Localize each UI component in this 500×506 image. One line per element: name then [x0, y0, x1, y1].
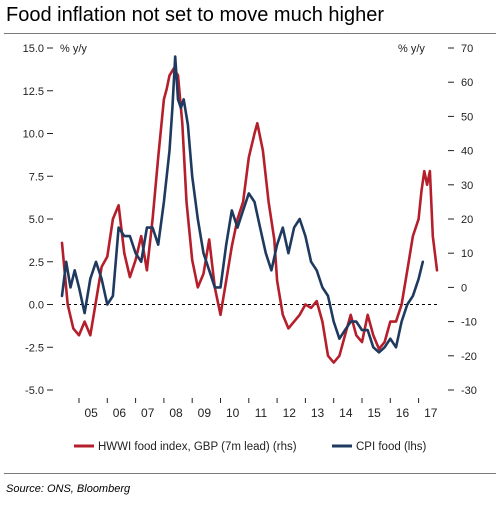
legend: HWWI food index, GBP (7m lead) (rhs) CPI … [74, 441, 426, 453]
left-tick-label: 15.0 [23, 43, 44, 55]
left-tick-label: 5.0 [29, 214, 44, 226]
x-tick-label: 12 [283, 406, 297, 420]
source-divider [4, 473, 496, 474]
x-tick-label: 06 [113, 406, 127, 420]
x-tick-label: 17 [424, 406, 438, 420]
chart-svg: 15.0 12.5 10.0 7.5 5.0 2.5 0.0 -2.5 -5.0 70 60 50 4… [23, 43, 477, 453]
left-axis-label: % y/y [60, 43, 87, 55]
right-tick-label: -20 [461, 351, 477, 363]
series-line-hwwi [60, 67, 439, 364]
right-tick-label: 60 [461, 77, 473, 89]
right-tick-label: 0 [461, 282, 467, 294]
right-tick-label: 70 [461, 43, 473, 55]
right-axis-label: % y/y [398, 43, 425, 55]
left-tick-label: -2.5 [25, 342, 44, 354]
x-tick-label: 15 [367, 406, 381, 420]
left-tick-label: 7.5 [29, 171, 44, 183]
x-tick-label: 09 [198, 406, 212, 420]
right-axis-ticks: 70 60 50 40 30 20 10 0 -10 -20 -30 [448, 43, 477, 397]
x-tick-label: 13 [311, 406, 325, 420]
right-tick-label: 40 [461, 146, 473, 158]
source-note: Source: ONS, Bloomberg [6, 483, 131, 495]
x-tick-label: 05 [84, 406, 98, 420]
x-tick-label: 08 [169, 406, 183, 420]
left-axis-ticks: 15.0 12.5 10.0 7.5 5.0 2.5 0.0 -2.5 -5.0 [23, 43, 53, 397]
series-layer [60, 55, 439, 364]
right-tick-label: -30 [461, 385, 477, 397]
left-tick-label: 10.0 [23, 129, 44, 141]
right-tick-label: 30 [461, 180, 473, 192]
x-tick-label: 10 [226, 406, 240, 420]
x-tick-label: 14 [339, 406, 353, 420]
right-tick-label: 10 [461, 248, 473, 260]
left-tick-label: 0.0 [29, 300, 44, 312]
left-tick-label: 2.5 [29, 257, 44, 269]
title-divider [4, 33, 496, 34]
series-line-cpi [60, 55, 425, 354]
left-tick-label: 12.5 [23, 86, 44, 98]
legend-label: HWWI food index, GBP (7m lead) (rhs) [98, 441, 297, 453]
x-tick-label: 11 [255, 406, 268, 420]
x-axis-ticks: 05 06 07 08 09 10 11 12 13 14 15 16 17 [78, 398, 438, 420]
chart-title: Food inflation not set to move much high… [6, 4, 384, 26]
x-tick-label: 07 [141, 406, 155, 420]
legend-label: CPI food (lhs) [356, 441, 426, 453]
left-tick-label: -5.0 [25, 385, 44, 397]
right-tick-label: 50 [461, 111, 473, 123]
right-tick-label: -10 [461, 317, 477, 329]
x-tick-label: 16 [396, 406, 410, 420]
right-tick-label: 20 [461, 214, 473, 226]
